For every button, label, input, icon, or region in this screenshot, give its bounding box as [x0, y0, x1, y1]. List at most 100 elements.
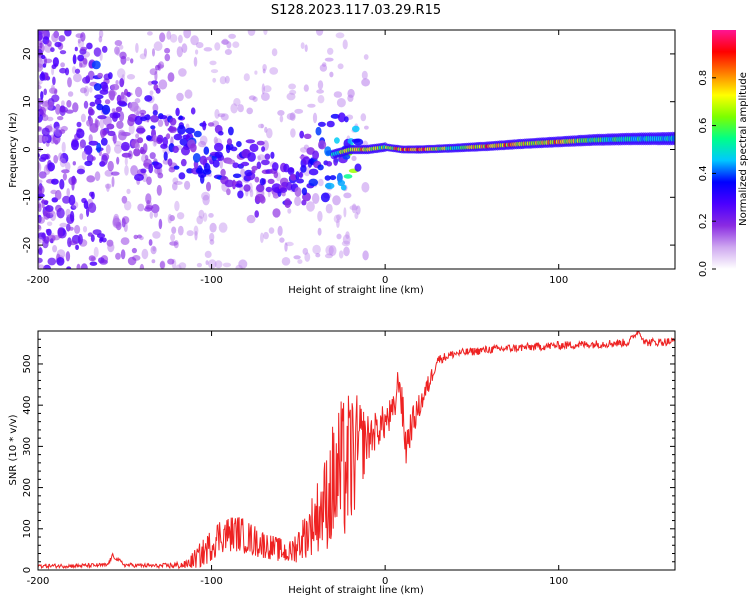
spectrogram-noise-cell [121, 216, 130, 225]
spectrogram-cell [212, 159, 220, 168]
spectrogram-x-tick-label: 100 [549, 275, 568, 286]
snr-line [38, 331, 675, 570]
spectrogram-noise-cell [94, 171, 101, 182]
spectrogram-noise-cell [39, 42, 43, 48]
spectrogram-noise-cell [294, 108, 304, 114]
spectrogram-noise-cell [336, 233, 342, 240]
spectrogram-noise-cell [360, 113, 367, 122]
spectrogram-noise-cell [288, 83, 296, 90]
spectrogram-noise-cell [230, 103, 238, 114]
spectrogram-noise-cell [98, 35, 103, 43]
spectrogram-noise-cell [105, 144, 111, 155]
spectrogram-cell [254, 210, 259, 218]
spectrogram-cell [256, 161, 262, 170]
spectrogram-cell [96, 142, 102, 153]
spectrogram-noise-cell [157, 172, 164, 179]
colorbar-tick-label: 0.2 [698, 213, 709, 229]
spectrogram-noise-cell [55, 103, 61, 115]
spectrogram-cell [143, 162, 151, 167]
spectrogram-noise-cell [69, 226, 74, 231]
spectrogram-noise-cell [209, 239, 215, 245]
spectrogram-noise-cell [178, 68, 187, 77]
spectrogram-noise-cell [221, 39, 230, 45]
spectrogram-noise-cell [347, 94, 354, 102]
spectrogram-noise-cell [77, 233, 83, 245]
spectrogram-noise-cell [77, 54, 85, 62]
spectrogram-noise-cell [93, 47, 102, 57]
spectrogram-noise-cell [193, 225, 199, 236]
spectrogram-noise-cell [47, 100, 54, 111]
colorbar-tick-label: 0.8 [698, 70, 709, 86]
spectrogram-noise-cell [184, 180, 191, 190]
spectrogram-cell [172, 145, 179, 153]
spectrogram-cell [84, 160, 93, 167]
spectrogram-noise-cell [80, 263, 88, 269]
spectrogram-cell [173, 133, 183, 141]
spectrogram-noise-cell [72, 54, 77, 65]
spectrogram-noise-cell [50, 210, 57, 222]
spectrogram-cell [107, 72, 113, 80]
spectrogram-noise-cell [76, 263, 81, 269]
spectrogram-noise-cell [65, 109, 74, 114]
spectrogram-noise-cell [41, 54, 46, 60]
spectrogram-cell [236, 141, 242, 148]
spectrogram-noise-cell [73, 73, 82, 83]
spectrogram-cell [202, 120, 207, 131]
spectrogram-noise-cell [134, 98, 141, 104]
spectrogram-cell [110, 84, 120, 91]
spectrogram-noise-cell [52, 57, 60, 67]
spectrogram-cell [259, 178, 266, 186]
spectrogram-y-tick-label: -20 [22, 237, 33, 253]
snr-x-axis-label: Height of straight line (km) [288, 585, 424, 596]
spectrogram-noise-cell [62, 173, 67, 181]
spectrogram-cell [251, 165, 258, 171]
spectrogram-x-tick-label: -200 [27, 275, 50, 286]
spectrogram-noise-cell [315, 253, 321, 258]
spectrogram-noise-cell [86, 42, 93, 50]
spectrogram-cell [140, 116, 148, 122]
spectrogram-noise-cell [205, 260, 209, 265]
spectrogram-noise-cell [361, 70, 368, 80]
spectrogram-noise-cell [169, 241, 179, 246]
spectrogram-cell [178, 172, 186, 180]
spectrogram-cell [334, 137, 340, 144]
spectrogram-cell [152, 110, 158, 116]
spectrogram-noise-cell [104, 183, 112, 189]
spectrogram-noise-cell [61, 100, 65, 107]
spectrogram-noise-cell [159, 32, 166, 43]
spectrogram-cell [289, 173, 297, 181]
spectrogram-noise-cell [38, 57, 44, 68]
spectrogram-cell [320, 192, 330, 203]
spectrogram-cell [189, 143, 197, 153]
spectrogram-cell [133, 148, 141, 157]
spectrogram-noise-cell [277, 110, 285, 116]
spectrogram-noise-cell [232, 41, 240, 48]
spectrogram-noise-cell [89, 261, 98, 266]
spectrogram-noise-cell [45, 229, 50, 233]
spectrogram-noise-cell [107, 242, 115, 253]
spectrogram-cell [265, 186, 273, 193]
spectrogram-cell [173, 165, 180, 170]
spectrogram-noise-cell [116, 156, 120, 165]
spectrogram-noise-cell [39, 106, 46, 116]
spectrogram-cell [286, 181, 293, 191]
spectrogram-y-axis-label: Frequency (Hz) [8, 112, 19, 188]
spectrogram-noise-cell [117, 68, 126, 79]
spectrogram-noise-cell [279, 237, 285, 243]
spectrogram-noise-cell [72, 161, 77, 166]
spectrogram-noise-cell [209, 60, 217, 66]
spectrogram-noise-cell [96, 233, 106, 239]
spectrogram-noise-cell [72, 102, 79, 113]
snr-frame [37, 330, 676, 571]
spectrogram-noise-cell [195, 49, 199, 55]
spectrogram-cell [261, 146, 266, 152]
spectrogram-noise-cell [42, 239, 49, 249]
spectrogram-noise-cell [58, 152, 63, 162]
spectrogram-noise-cell [110, 171, 120, 176]
spectrogram-noise-cell [120, 249, 126, 260]
spectrogram-cell [158, 115, 168, 120]
spectrogram-noise-cell [156, 184, 162, 196]
spectrogram-noise-cell [204, 250, 212, 258]
spectrogram-cell [340, 184, 347, 191]
spectrogram-noise-cell [38, 236, 44, 244]
